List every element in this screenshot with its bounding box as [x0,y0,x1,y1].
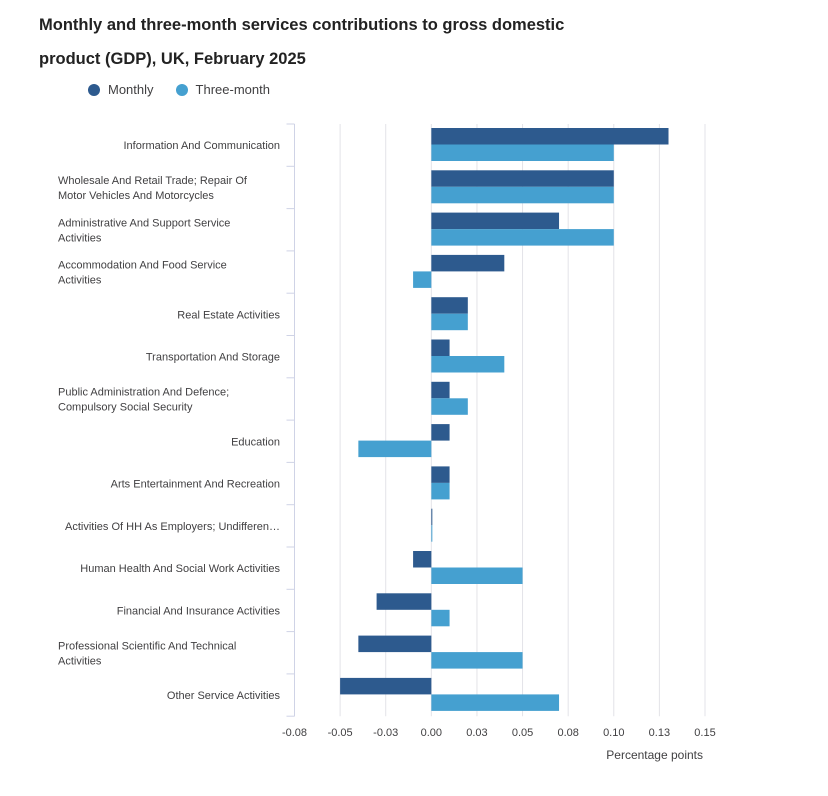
category-label-line: Wholesale And Retail Trade; Repair Of [58,175,248,187]
category-label-line: Information And Communication [123,140,280,152]
bar-three-month-5[interactable] [431,356,505,373]
category-label-line: Financial And Insurance Activities [117,605,281,617]
category-label-line: Education [231,436,280,448]
legend-item-monthly[interactable]: Monthly [88,82,154,97]
x-tick-label-0: -0.08 [282,727,307,739]
bar-three-month-1[interactable] [431,186,614,204]
bar-three-month-10[interactable] [431,567,523,585]
category-label-line: Public Administration And Defence; [58,386,229,398]
category-label-5: Transportation And Storage [146,352,280,364]
category-label-2: Administrative And Support Service Activi… [58,217,230,244]
legend-marker-three-month-icon [175,83,188,96]
x-tick-label-8: 0.13 [649,727,670,739]
legend-label-monthly: Monthly [108,82,154,97]
legend: Monthly Three-month [88,82,292,97]
category-label-13: Other Service Activities [167,690,281,702]
category-label-line: Compulsory Social Security [58,401,193,413]
x-tick-label-6: 0.08 [557,727,578,739]
category-label-0: Information And Communication [123,140,280,152]
category-label-11: Financial And Insurance Activities [117,605,281,617]
x-tick-label-1: -0.05 [328,727,353,739]
bar-three-month-3[interactable] [413,271,432,288]
x-tick-label-3: 0.00 [421,727,442,739]
category-label-line: Real Estate Activities [177,309,280,321]
category-label-line: Activities [58,232,102,244]
bar-three-month-9[interactable] [431,525,433,542]
bar-three-month-2[interactable] [431,229,614,246]
category-label-line: Other Service Activities [167,690,281,702]
category-label-6: Public Administration And Defence; Compul… [58,386,229,413]
bar-monthly-13[interactable] [340,677,432,695]
legend-marker-monthly-icon [88,83,100,96]
category-label-line: Activities Of HH As Employers; Undiffere… [65,521,280,533]
bar-monthly-7[interactable] [431,424,450,441]
bar-monthly-9[interactable] [431,508,433,526]
bar-monthly-6[interactable] [431,381,450,399]
category-label-7: Education [231,436,280,448]
x-axis-title: Percentage points [606,748,703,762]
x-tick-label-5: 0.05 [512,727,533,739]
x-tick-label-9: 0.15 [694,727,715,739]
category-label-line: Accommodation And Food Service [58,260,227,272]
bar-monthly-3[interactable] [431,254,505,272]
bar-monthly-5[interactable] [431,339,450,357]
category-label-3: Accommodation And Food Service Activities [58,260,227,287]
category-label-line: Human Health And Social Work Activities [80,563,280,575]
bar-monthly-12[interactable] [358,635,432,653]
bar-three-month-13[interactable] [431,694,560,711]
category-label-8: Arts Entertainment And Recreation [111,479,280,491]
bar-monthly-8[interactable] [431,466,450,483]
bar-monthly-0[interactable] [431,128,669,145]
category-label-9: Activities Of HH As Employers; Undiffere… [65,521,280,533]
x-tick-label-4: 0.03 [466,727,487,739]
bar-monthly-4[interactable] [431,297,468,314]
category-label-line: Activities [58,655,102,667]
category-label-1: Wholesale And Retail Trade; Repair Of Mot… [58,175,248,202]
bar-monthly-11[interactable] [376,593,432,610]
x-tick-label-2: -0.03 [373,727,398,739]
bar-three-month-8[interactable] [431,482,450,500]
chart-title: Monthly and three-month services contrib… [39,16,565,68]
bar-monthly-2[interactable] [431,212,560,230]
legend-item-three-month[interactable]: Three-month [175,82,270,97]
category-label-line: Motor Vehicles And Motorcycles [58,190,214,202]
x-tick-label-7: 0.10 [603,727,624,739]
legend-label-three-month: Three-month [195,82,270,97]
category-label-line: Administrative And Support Service [58,217,230,229]
category-label-line: Activities [58,275,102,287]
category-label-4: Real Estate Activities [177,309,280,321]
bar-three-month-6[interactable] [431,398,468,415]
category-label-12: Professional Scientific And Technical Act… [58,640,236,667]
category-label-line: Arts Entertainment And Recreation [111,479,280,491]
bar-three-month-12[interactable] [431,652,523,669]
category-label-10: Human Health And Social Work Activities [80,563,280,575]
bar-three-month-7[interactable] [358,440,432,458]
bar-three-month-11[interactable] [431,609,450,627]
category-label-line: Professional Scientific And Technical [58,640,236,652]
bar-monthly-1[interactable] [431,170,614,187]
bar-three-month-0[interactable] [431,144,614,162]
bar-three-month-4[interactable] [431,313,468,331]
category-label-line: Transportation And Storage [146,352,280,364]
bar-monthly-10[interactable] [413,551,432,568]
